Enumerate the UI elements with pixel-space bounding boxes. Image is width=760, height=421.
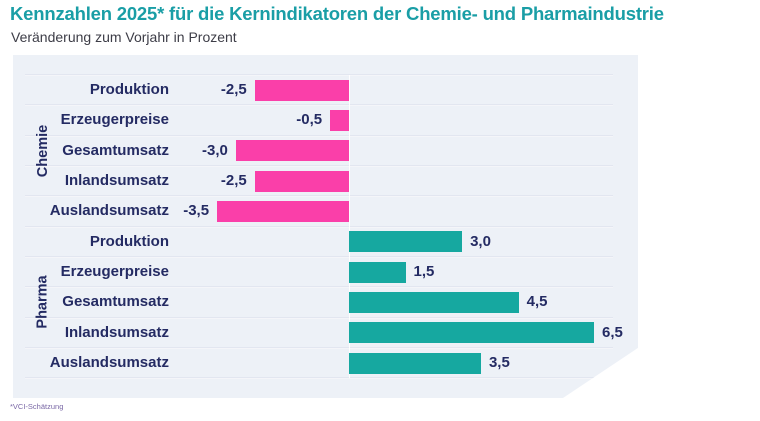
category-label: Auslandsumsatz <box>49 353 169 371</box>
bar-chemie-gesamtumsatz <box>235 140 349 162</box>
bar-pharma-erzeugerpreise <box>349 261 406 283</box>
category-label: Inlandsumsatz <box>64 323 169 341</box>
row-separator-line <box>25 195 613 198</box>
chart-panel: Chemie Produktion -2,5 Erzeugerpreise -0,5 Ge… <box>13 55 638 398</box>
row-separator-line <box>25 346 613 349</box>
chart-subtitle: Veränderung zum Vorjahr in Prozent <box>11 29 237 45</box>
value-label: -3,0 <box>202 141 228 159</box>
bar-chemie-inlandsumsatz <box>254 170 349 192</box>
category-label: Inlandsumsatz <box>64 171 169 189</box>
value-label: 1,5 <box>413 262 435 280</box>
category-label: Erzeugerpreise <box>60 111 169 129</box>
value-label: 6,5 <box>602 323 623 341</box>
category-label: Gesamtumsatz <box>62 293 169 311</box>
row-separator-line <box>25 377 613 380</box>
chart-title: Kennzahlen 2025* für die Kernindikatoren… <box>10 3 664 24</box>
zero-axis-line <box>349 75 350 379</box>
row-separator-line <box>25 255 613 258</box>
row-separator-line <box>25 316 613 319</box>
value-label: -3,5 <box>183 202 210 220</box>
value-label: -0,5 <box>296 111 323 129</box>
row-separator-line <box>25 104 613 107</box>
bar-pharma-produktion <box>349 231 463 253</box>
row-separator-line <box>25 286 613 289</box>
value-label: -2,5 <box>220 81 247 98</box>
bar-pharma-gesamtumsatz <box>349 291 519 313</box>
bar-pharma-auslandsumsatz <box>349 352 481 374</box>
bar-chemie-produktion <box>254 79 349 101</box>
category-label: Produktion <box>89 81 169 98</box>
row-separator-line <box>25 134 613 137</box>
bar-chemie-auslandsumsatz <box>217 200 349 222</box>
category-label: Gesamtumsatz <box>62 141 169 159</box>
category-label: Auslandsumsatz <box>49 202 169 220</box>
value-label: 3,0 <box>470 232 491 250</box>
value-label: 3,5 <box>488 353 510 371</box>
row-separator-line <box>25 164 613 167</box>
category-label: Erzeugerpreise <box>60 262 169 280</box>
bar-pharma-inlandsumsatz <box>349 322 595 344</box>
footnote: *VCI-Schätzung <box>10 402 64 411</box>
row-separator-line <box>25 225 613 228</box>
bar-chemie-erzeugerpreise <box>330 109 349 131</box>
value-label: 4,5 <box>526 293 548 311</box>
value-label: -2,5 <box>220 171 247 189</box>
row-separator-line <box>25 74 613 76</box>
category-label: Produktion <box>89 232 169 250</box>
